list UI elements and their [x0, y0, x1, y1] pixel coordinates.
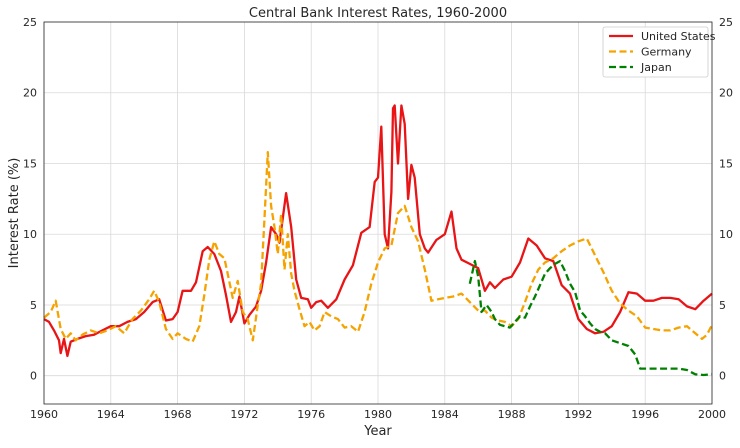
grid-layer: [43, 21, 713, 404]
y-tick-label-left: 20: [23, 87, 37, 100]
x-tick-label: 1968: [164, 408, 192, 421]
x-tick-label: 1960: [30, 408, 58, 421]
x-axis-label: Year: [363, 424, 392, 439]
x-tick-label: 1996: [631, 408, 659, 421]
legend-items: United States Germany Japan: [609, 30, 716, 74]
x-tick-label: 1984: [431, 408, 459, 421]
tick-layer: 1960 1964 1968 1972 1976 1980 1984 1988 1992 1996…: [23, 16, 733, 421]
series-line-2: [468, 259, 713, 377]
y-tick-label-left: 0: [30, 370, 37, 383]
legend-label: Germany: [641, 46, 692, 59]
y-tick-label-right: 25: [719, 16, 733, 29]
legend-label: Japan: [640, 61, 672, 74]
y-axis-label: Interest Rate (%): [7, 158, 22, 269]
x-tick-label: 1980: [364, 408, 392, 421]
y-tick-label-right: 0: [719, 370, 726, 383]
legend: United States Germany Japan: [602, 26, 716, 78]
y-tick-label-left: 5: [30, 299, 37, 312]
x-tick-label: 1972: [230, 408, 258, 421]
series-line-0: [43, 104, 713, 358]
x-tick-label: 1964: [97, 408, 125, 421]
series-line-1: [43, 151, 714, 343]
y-tick-label-right: 20: [719, 87, 733, 100]
plot-frame: [43, 21, 713, 405]
series-layer: [43, 104, 714, 377]
x-tick-label: 2000: [698, 408, 726, 421]
chart-title: Central Bank Interest Rates, 1960-2000: [249, 6, 507, 21]
y-tick-label-right: 10: [719, 228, 733, 241]
y-tick-label-left: 15: [23, 157, 37, 170]
x-tick-label: 1976: [297, 408, 325, 421]
x-tick-label: 1988: [498, 408, 526, 421]
y-tick-label-right: 5: [719, 299, 726, 312]
y-tick-label-left: 25: [23, 16, 37, 29]
legend-label: United States: [641, 30, 716, 43]
legend-box: [602, 26, 709, 78]
x-tick-label: 1992: [564, 408, 592, 421]
y-tick-label-right: 15: [719, 157, 733, 170]
y-tick-label-left: 10: [23, 228, 37, 241]
